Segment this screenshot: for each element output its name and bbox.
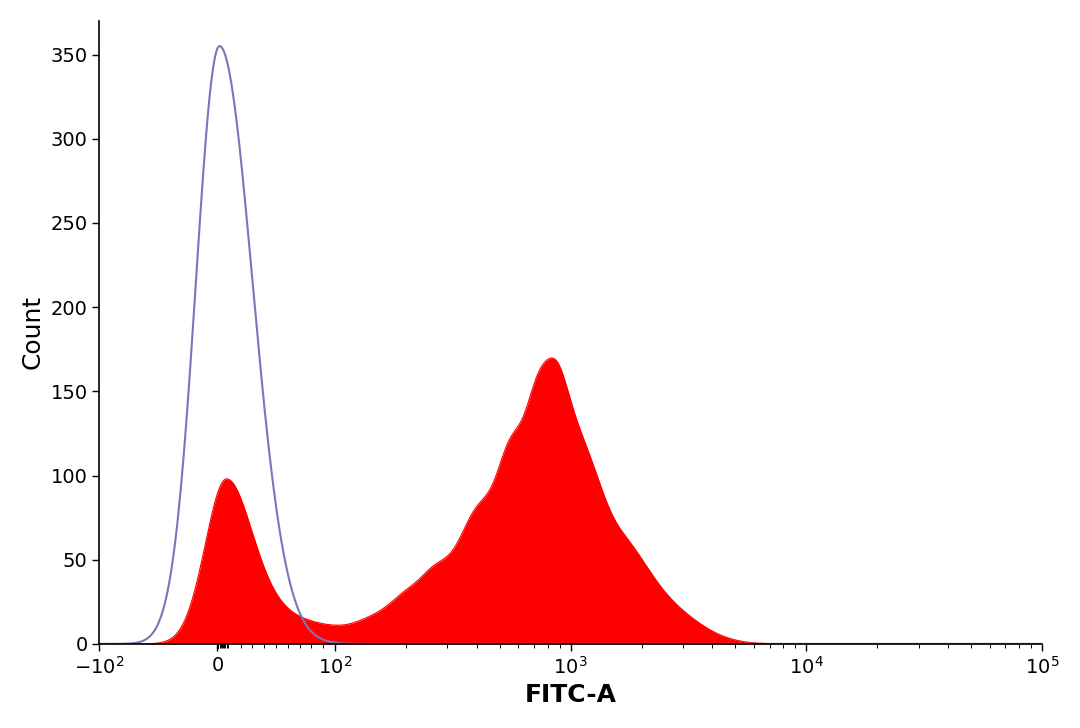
X-axis label: FITC-A: FITC-A <box>525 683 617 707</box>
Y-axis label: Count: Count <box>21 296 45 369</box>
